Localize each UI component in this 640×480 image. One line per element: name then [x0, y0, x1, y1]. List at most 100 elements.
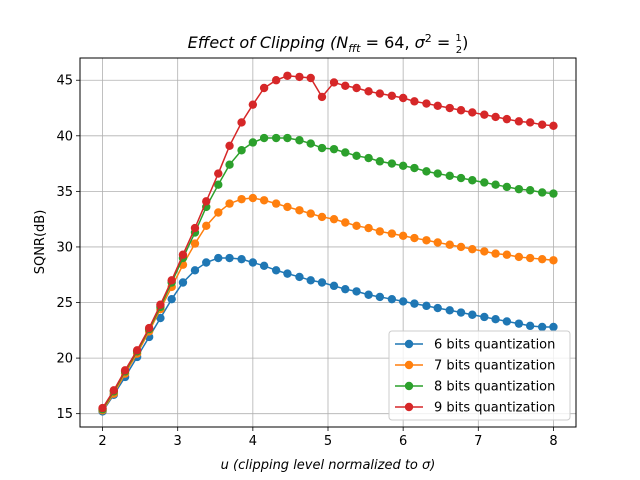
- data-point: [502, 317, 512, 326]
- data-point: [225, 160, 234, 169]
- data-point: [295, 136, 304, 145]
- data-point: [480, 247, 489, 256]
- data-point: [237, 194, 246, 204]
- data-point: [259, 196, 269, 205]
- data-point: [468, 310, 477, 319]
- series-9-bits: [98, 71, 558, 413]
- data-point: [375, 292, 385, 302]
- data-point: [502, 182, 512, 192]
- data-point: [144, 323, 154, 333]
- data-point: [283, 133, 292, 143]
- data-point: [398, 297, 408, 306]
- data-point: [329, 144, 339, 154]
- data-point: [537, 120, 547, 129]
- data-point: [109, 386, 119, 395]
- data-point: [514, 184, 524, 194]
- data-point: [445, 171, 454, 181]
- data-point: [502, 114, 512, 124]
- data-point: [433, 238, 442, 247]
- data-point: [306, 276, 315, 285]
- data-point: [514, 319, 524, 328]
- data-point: [364, 223, 373, 233]
- data-point: [433, 303, 442, 313]
- data-point: [214, 208, 223, 217]
- legend-label: 7 bits quantization: [434, 359, 555, 374]
- data-point: [549, 322, 558, 332]
- grid: [80, 58, 576, 427]
- series-7-bits: [98, 193, 558, 415]
- series-line: [101, 75, 554, 409]
- data-point: [341, 148, 350, 157]
- legend-marker: [404, 381, 414, 391]
- legend-label: 8 bits quantization: [434, 380, 555, 395]
- data-point: [491, 249, 500, 258]
- data-point: [306, 139, 315, 148]
- data-point: [225, 199, 234, 208]
- data-point: [156, 313, 165, 323]
- data-point: [248, 258, 258, 267]
- data-point: [271, 133, 281, 143]
- data-point: [387, 294, 397, 304]
- data-point: [271, 199, 281, 208]
- legend-marker: [404, 402, 414, 412]
- data-point: [387, 159, 397, 168]
- data-point: [468, 176, 477, 185]
- legend-frame: [388, 330, 571, 421]
- data-point: [422, 167, 431, 176]
- data-point: [202, 197, 211, 206]
- data-point: [480, 110, 489, 119]
- data-point: [491, 314, 500, 324]
- data-point: [341, 218, 350, 227]
- data-point: [525, 186, 535, 195]
- data-point: [202, 221, 211, 231]
- data-point: [341, 284, 350, 294]
- data-point: [156, 300, 165, 309]
- data-point: [433, 169, 442, 178]
- data-point: [295, 272, 304, 282]
- data-point: [410, 299, 419, 308]
- data-point: [259, 133, 269, 143]
- legend: 6 bits quantization 7 bits quantization 8 …: [388, 330, 571, 421]
- data-point: [132, 346, 142, 355]
- data-point: [237, 118, 246, 127]
- chart-title: Effect of Clipping (Nfft = 64, σ2 = 1 2): [188, 32, 469, 56]
- data-point: [295, 72, 304, 82]
- data-point: [502, 250, 512, 259]
- series-line: [101, 137, 554, 410]
- data-point: [480, 178, 489, 187]
- data-point: [283, 71, 292, 80]
- data-point: [375, 157, 385, 166]
- data-point: [306, 209, 315, 218]
- data-point: [514, 117, 524, 126]
- data-point: [456, 242, 466, 252]
- data-point: [190, 223, 200, 233]
- data-point: [352, 221, 361, 231]
- data-point: [410, 97, 419, 106]
- data-point: [410, 233, 419, 243]
- data-point: [120, 366, 130, 375]
- series-line: [101, 257, 554, 412]
- data-point: [352, 83, 361, 93]
- legend-marker: [404, 360, 414, 370]
- data-point: [317, 143, 327, 153]
- y-tick-label: 45: [56, 74, 73, 89]
- data-point: [364, 153, 373, 163]
- data-point: [456, 308, 466, 317]
- data-point: [237, 254, 246, 264]
- data-point: [422, 301, 431, 311]
- data-point: [387, 229, 397, 238]
- data-point: [306, 73, 315, 83]
- data-point: [480, 312, 489, 322]
- x-tick-label: 2: [98, 434, 106, 449]
- y-tick-label: 30: [56, 240, 73, 255]
- data-point: [214, 180, 223, 189]
- data-point: [248, 193, 258, 203]
- data-point: [491, 112, 500, 122]
- data-point: [364, 290, 373, 299]
- data-point: [341, 81, 350, 90]
- data-point: [283, 202, 292, 212]
- data-point: [491, 180, 500, 189]
- data-point: [525, 118, 535, 127]
- data-point: [398, 93, 408, 103]
- x-tick-label: 7: [474, 434, 482, 449]
